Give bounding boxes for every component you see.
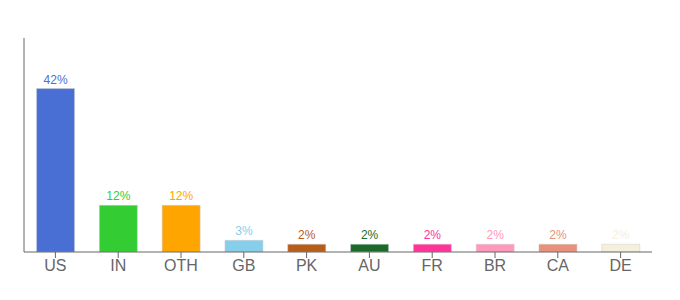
svg-text:2%: 2% — [298, 228, 316, 242]
svg-text:3%: 3% — [235, 224, 253, 238]
svg-text:12%: 12% — [169, 189, 193, 203]
svg-text:PK: PK — [296, 257, 318, 274]
svg-text:CA: CA — [547, 257, 570, 274]
svg-text:US: US — [44, 257, 66, 274]
svg-text:DE: DE — [609, 257, 631, 274]
svg-text:IN: IN — [110, 257, 126, 274]
svg-text:OTH: OTH — [164, 257, 198, 274]
svg-text:FR: FR — [422, 257, 443, 274]
svg-text:42%: 42% — [44, 73, 68, 87]
svg-text:12%: 12% — [106, 189, 130, 203]
svg-text:AU: AU — [358, 257, 380, 274]
svg-text:2%: 2% — [486, 228, 504, 242]
svg-text:GB: GB — [232, 257, 255, 274]
svg-text:2%: 2% — [549, 228, 567, 242]
svg-text:2%: 2% — [424, 228, 442, 242]
svg-text:2%: 2% — [612, 228, 630, 242]
svg-text:BR: BR — [484, 257, 506, 274]
svg-text:2%: 2% — [361, 228, 379, 242]
